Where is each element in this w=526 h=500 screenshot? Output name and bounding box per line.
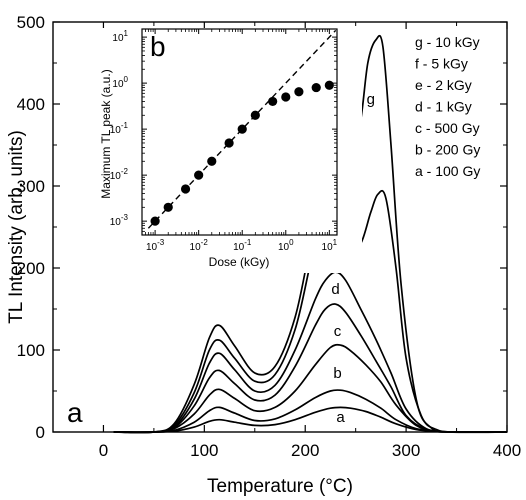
curve-b [113,389,508,433]
y-tick-label: 200 [17,259,45,278]
dose-legend: g - 10 kGy f - 5 kGy e - 2 kGy d - 1 kGy c -… [415,34,480,179]
inset-data-point [281,92,291,102]
y-tick-label: 500 [17,13,45,32]
curve-label-a: a [336,409,345,426]
inset-plot-frame [141,28,338,236]
x-tick-label: 400 [493,441,521,460]
inset-data-point [194,170,204,180]
inset-data-point [250,110,260,120]
curve-label-g: g [367,91,375,108]
inset-data-point [268,96,278,107]
x-axis-title: Temperature (°C) [207,476,353,497]
panel-label-a: a [67,397,83,428]
main-axis-ticks: 0 100 200 300 400 0 100 200 300 400 500 [17,13,522,460]
inset-x-tick-label: 10-1 [233,238,252,253]
legend-entry: e - 2 kGy [415,77,472,93]
x-tick-label: 0 [99,441,108,460]
inset-points [150,80,334,226]
inset-reference-line [147,29,337,229]
inset-y-tick-label: 101 [112,29,128,44]
y-tick-label: 100 [17,341,45,360]
curve-label-b: b [333,365,341,382]
inset-y-tick-label: 100 [112,75,128,90]
inset-data-point [207,156,217,166]
inset-y-tick-label: 10-2 [110,167,129,182]
inset-data-point [150,216,160,226]
inset-y-axis-title: Maximum TL peak (a.u.) [99,69,113,198]
curve-c [113,343,508,434]
x-tick-label: 100 [190,441,218,460]
inset-data-point [224,138,234,148]
curve-e [113,271,508,434]
legend-entry: f - 5 kGy [415,56,468,72]
inset-data-point [163,202,173,212]
legend-entry: g - 10 kGy [415,34,480,50]
panel-label-b: b [150,31,166,62]
inset-data-point [311,82,321,93]
inset-data-point [237,124,247,134]
y-axis-title: TL Intensity (arb. units) [6,130,27,324]
curve-label-c: c [334,323,342,340]
curve-label-d: d [331,281,339,298]
y-tick-label: 300 [17,177,45,196]
inset-x-tick-label: 101 [322,238,338,253]
inset-x-axis-title: Dose (kGy) [209,255,270,269]
inset-axis-ticks: 10-3 10-3 10-2 10-2 10-1 10-1 100 100 101 101 [110,29,338,253]
x-tick-label: 300 [392,441,420,460]
y-tick-label: 400 [17,95,45,114]
inset-x-tick-label: 10-3 [146,238,165,253]
legend-entry: a - 100 Gy [415,163,480,179]
inset-data-point [294,87,304,97]
inset-x-tick-label: 10-2 [190,238,209,253]
inset-panel: 10-3 10-3 10-2 10-2 10-1 10-1 100 100 101 101 Dos… [60,28,362,273]
legend-entry: c - 500 Gy [415,120,480,136]
y-tick-label: 0 [36,423,45,442]
x-tick-label: 200 [291,441,319,460]
inset-data-point [324,80,334,90]
curve-a [113,406,508,433]
curve-d [113,303,508,434]
inset-data-point [180,184,191,194]
inset-x-tick-label: 100 [278,238,294,253]
inset-y-tick-label: 10-1 [110,121,129,136]
inset-y-tick-label: 10-3 [110,213,129,228]
legend-entry: d - 1 kGy [415,99,472,115]
legend-entry: b - 200 Gy [415,142,480,158]
